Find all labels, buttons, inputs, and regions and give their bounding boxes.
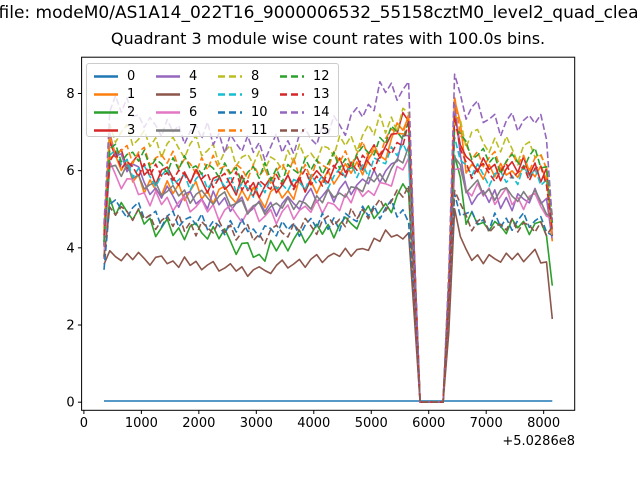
series-line-5 <box>103 208 554 404</box>
y-tick-label: 4 <box>66 241 74 256</box>
legend-label: 4 <box>189 68 198 84</box>
legend-line-sample <box>280 92 304 96</box>
legend-label: 12 <box>313 68 330 84</box>
legend-label: 8 <box>251 68 260 84</box>
series-line-9 <box>103 136 554 404</box>
legend-box: 0 1 2 3 4 5 6 7 8 9 10 11 12 13 14 15 <box>86 63 339 137</box>
legend-label: 0 <box>127 68 136 84</box>
legend-label: 13 <box>313 86 330 102</box>
y-axis-ticks: 0 2 4 6 8 <box>66 87 82 411</box>
legend-item-7: 7 <box>156 121 218 139</box>
series-line-8 <box>103 107 554 404</box>
legend-line-sample <box>218 110 242 114</box>
plot-border <box>81 56 576 411</box>
legend-line-sample <box>156 128 180 132</box>
legend-item-2: 2 <box>94 103 156 121</box>
legend-line-sample <box>156 92 180 96</box>
legend-line-sample <box>156 74 180 78</box>
y-tick-label: 0 <box>66 396 74 411</box>
figure-suptitle: a file: modeM0/AS1A14_022T16_9000006532_… <box>0 3 640 23</box>
series-line-7 <box>103 145 553 404</box>
legend-line-sample <box>156 110 180 114</box>
x-tick-label: 8000 <box>527 416 560 431</box>
legend-label: 1 <box>127 86 136 102</box>
legend-item-15: 15 <box>280 121 342 139</box>
legend-line-sample <box>280 110 304 114</box>
x-axis-ticks: 0 1000 2000 3000 4000 5000 6000 7000 8000 <box>80 410 560 431</box>
legend-label: 15 <box>313 122 330 138</box>
legend-line-sample <box>94 128 118 132</box>
legend-line-sample <box>280 128 304 132</box>
x-tick-label: 2000 <box>182 416 215 431</box>
legend-label: 7 <box>189 122 198 138</box>
legend-label: 2 <box>127 104 136 120</box>
legend-label: 9 <box>251 86 260 102</box>
y-tick-label: 2 <box>66 319 74 334</box>
legend-item-14: 14 <box>280 103 342 121</box>
series-line-11 <box>103 95 554 404</box>
x-tick-label: 6000 <box>412 416 445 431</box>
x-tick-label: 5000 <box>355 416 388 431</box>
legend-line-sample <box>218 74 242 78</box>
legend-label: 10 <box>251 104 268 120</box>
series-line-15 <box>103 184 553 404</box>
legend-line-sample <box>280 74 304 78</box>
legend-item-3: 3 <box>94 121 156 139</box>
y-tick-label: 6 <box>66 164 74 179</box>
legend-line-sample <box>218 92 242 96</box>
series-lines <box>103 73 554 404</box>
legend-item-13: 13 <box>280 85 342 103</box>
legend-line-sample <box>94 74 118 78</box>
series-line-13 <box>103 115 554 404</box>
legend-label: 5 <box>189 86 198 102</box>
legend-item-5: 5 <box>156 85 218 103</box>
series-line-10 <box>103 193 553 404</box>
x-tick-label: 4000 <box>297 416 330 431</box>
y-tick-label: 8 <box>66 87 74 102</box>
legend-line-sample <box>218 128 242 132</box>
legend-item-9: 9 <box>218 85 280 103</box>
legend-label: 14 <box>313 104 330 120</box>
legend-line-sample <box>94 110 118 114</box>
x-tick-label: 0 <box>80 416 88 431</box>
legend-item-1: 1 <box>94 85 156 103</box>
legend-label: 6 <box>189 104 198 120</box>
series-line-6 <box>103 157 553 404</box>
legend-line-sample <box>94 92 118 96</box>
legend-item-0: 0 <box>94 67 156 85</box>
legend-item-10: 10 <box>218 103 280 121</box>
x-axis-offset-text: +5.0286e8 <box>502 434 575 449</box>
x-tick-label: 1000 <box>125 416 158 431</box>
legend-item-8: 8 <box>218 67 280 85</box>
legend-label: 3 <box>127 122 136 138</box>
axes-title: Quadrant 3 module wise count rates with … <box>110 29 546 48</box>
legend-item-11: 11 <box>218 121 280 139</box>
x-tick-label: 7000 <box>470 416 503 431</box>
legend-label: 11 <box>251 122 268 138</box>
legend-item-4: 4 <box>156 67 218 85</box>
legend-item-12: 12 <box>280 67 342 85</box>
legend-item-6: 6 <box>156 103 218 121</box>
x-tick-label: 3000 <box>240 416 273 431</box>
series-line-3 <box>103 111 554 404</box>
